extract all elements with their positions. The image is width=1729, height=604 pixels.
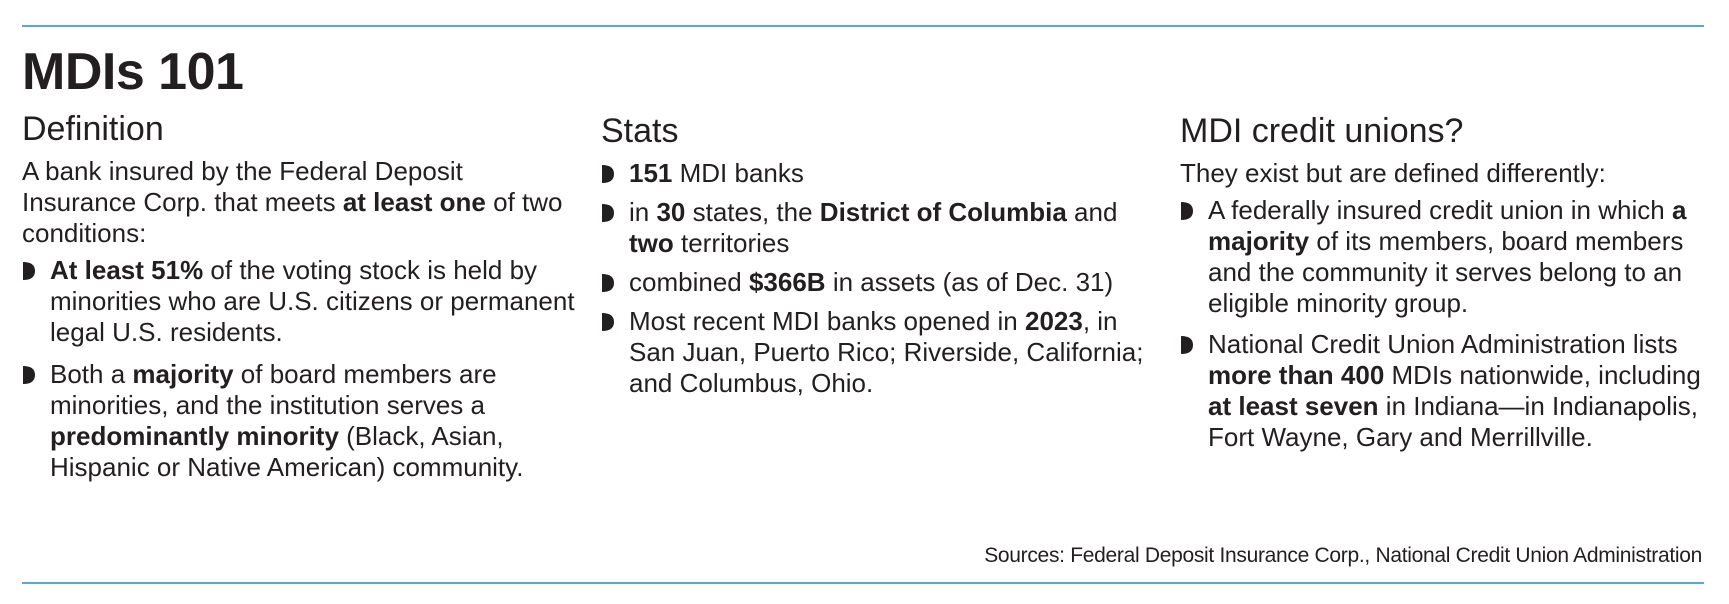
bullet-emphasis: District of Columbia: [819, 197, 1067, 227]
bullet-text: A federally insured credit union in whic…: [1208, 195, 1672, 225]
bullet-text: territories: [673, 228, 790, 258]
bullet-text: of its members, board members and the co…: [1208, 226, 1684, 318]
bullet-emphasis: a majority: [1208, 195, 1687, 256]
bullet-text: , in San Juan, Puerto Rico; Riverside, C…: [629, 306, 1144, 398]
list-item: combined $366B in assets (as of Dec. 31): [601, 267, 1161, 298]
list-item: National Credit Union Administration lis…: [1180, 329, 1720, 453]
list-item: in 30 states, the District of Columbia a…: [601, 197, 1161, 259]
definition-intro: A bank insured by the Federal Deposit In…: [22, 156, 582, 249]
sources-credit: Sources: Federal Deposit Insurance Corp.…: [984, 544, 1702, 567]
credit-unions-column: MDI credit unions? They exist but are de…: [1180, 110, 1720, 463]
bullet-text: in assets (as of Dec. 31): [825, 267, 1114, 297]
bullet-emphasis: 30: [656, 197, 686, 227]
credit-unions-intro: They exist but are defined differently:: [1180, 158, 1606, 188]
bullet-emphasis: At least 51%: [50, 255, 204, 285]
bullet-text: of the voting stock is held by minoritie…: [50, 255, 575, 347]
bullet-emphasis: at least seven: [1208, 391, 1379, 421]
bottom-rule: [22, 582, 1704, 584]
bullet-text: and: [1066, 197, 1118, 227]
intro-emphasis: at least one: [342, 187, 486, 217]
stats-heading: Stats: [601, 112, 679, 150]
bullet-text: National Credit Union Administration lis…: [1208, 329, 1678, 359]
half-circle-bullet-icon: [22, 262, 35, 280]
half-circle-bullet-icon: [1180, 336, 1193, 354]
list-item: 151 MDI banks: [601, 158, 1161, 189]
list-item: At least 51% of the voting stock is held…: [22, 255, 582, 348]
half-circle-bullet-icon: [22, 366, 35, 384]
intro-text: A bank insured by the Federal Deposit In…: [22, 156, 463, 217]
credit-unions-bullets: A federally insured credit union in whic…: [1180, 195, 1720, 453]
bullet-text: Both a: [50, 359, 133, 389]
bullet-text: in Indiana—in Indianapolis, Fort Wayne, …: [1208, 391, 1699, 452]
bullet-text: MDI banks: [672, 158, 804, 188]
bullet-emphasis: 2023: [1024, 306, 1083, 336]
page-title: MDIs 101: [22, 43, 244, 101]
stats-bullets: 151 MDI banks in 30 states, the District…: [601, 158, 1161, 399]
intro-text: of two conditions:: [22, 187, 563, 248]
bullet-emphasis: 151: [629, 158, 673, 188]
bullet-text: combined: [629, 267, 749, 297]
stats-column: Stats 151 MDI banks in 30 states, the Di…: [601, 110, 1161, 407]
bullet-text: of board members are minorities, and the…: [50, 359, 497, 420]
half-circle-bullet-icon: [1180, 202, 1193, 220]
half-circle-bullet-icon: [601, 274, 614, 292]
top-rule: [22, 25, 1704, 27]
bullet-emphasis: majority: [132, 359, 234, 389]
list-item: Most recent MDI banks opened in 2023, in…: [601, 306, 1161, 399]
bullet-emphasis: predominantly minority: [50, 421, 339, 451]
definition-heading: Definition: [22, 110, 164, 148]
credit-unions-heading: MDI credit unions?: [1180, 112, 1464, 150]
half-circle-bullet-icon: [601, 165, 614, 183]
list-item: Both a majority of board members are min…: [22, 359, 582, 483]
definition-column: Definition A bank insured by the Federal…: [22, 108, 582, 494]
bullet-text: Most recent MDI banks opened in: [629, 306, 1025, 336]
half-circle-bullet-icon: [601, 204, 614, 222]
bullet-emphasis: two: [629, 228, 674, 258]
definition-bullets: At least 51% of the voting stock is held…: [22, 255, 582, 483]
list-item: A federally insured credit union in whic…: [1180, 195, 1720, 319]
bullet-emphasis: more than 400: [1208, 360, 1385, 390]
bullet-text: (Black, Asian, Hispanic or Native Americ…: [50, 421, 524, 482]
bullet-emphasis: $366B: [748, 267, 826, 297]
half-circle-bullet-icon: [601, 313, 614, 331]
bullet-text: in: [629, 197, 657, 227]
bullet-text: states, the: [685, 197, 820, 227]
bullet-text: MDIs nationwide, including: [1384, 360, 1701, 390]
